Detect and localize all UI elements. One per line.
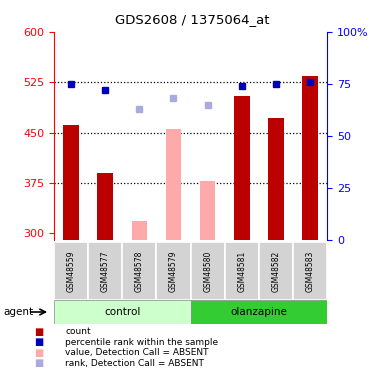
Bar [268,118,284,240]
Text: GSM48579: GSM48579 [169,250,178,292]
Bar [132,221,147,240]
Text: GDS2608 / 1375064_at: GDS2608 / 1375064_at [115,13,270,26]
Bar [54,300,191,324]
Text: GSM48578: GSM48578 [135,250,144,292]
Text: GSM48582: GSM48582 [271,251,281,292]
Bar [191,242,225,300]
Text: count: count [65,327,91,336]
Text: ■: ■ [34,338,43,347]
Text: ■: ■ [34,348,43,358]
Text: ■: ■ [34,327,43,337]
Text: agent: agent [4,307,34,317]
Bar [200,181,215,240]
Text: rank, Detection Call = ABSENT: rank, Detection Call = ABSENT [65,359,204,368]
Text: ■: ■ [34,358,43,368]
Bar [122,242,156,300]
Text: GSM48581: GSM48581 [237,251,246,292]
Text: GSM48583: GSM48583 [306,250,315,292]
Bar [166,129,181,240]
Bar [234,96,249,240]
Bar [225,242,259,300]
Text: olanzapine: olanzapine [231,307,287,317]
Text: percentile rank within the sample: percentile rank within the sample [65,338,219,347]
Bar [293,242,327,300]
Text: value, Detection Call = ABSENT: value, Detection Call = ABSENT [65,348,209,357]
Text: GSM48577: GSM48577 [100,250,110,292]
Bar [156,242,191,300]
Bar [303,75,318,240]
Bar [259,242,293,300]
Bar [63,124,79,240]
Text: GSM48559: GSM48559 [67,250,75,292]
Bar [88,242,122,300]
Bar [97,173,113,240]
Bar [191,300,327,324]
Text: GSM48580: GSM48580 [203,250,212,292]
Text: control: control [104,307,141,317]
Bar [54,242,88,300]
